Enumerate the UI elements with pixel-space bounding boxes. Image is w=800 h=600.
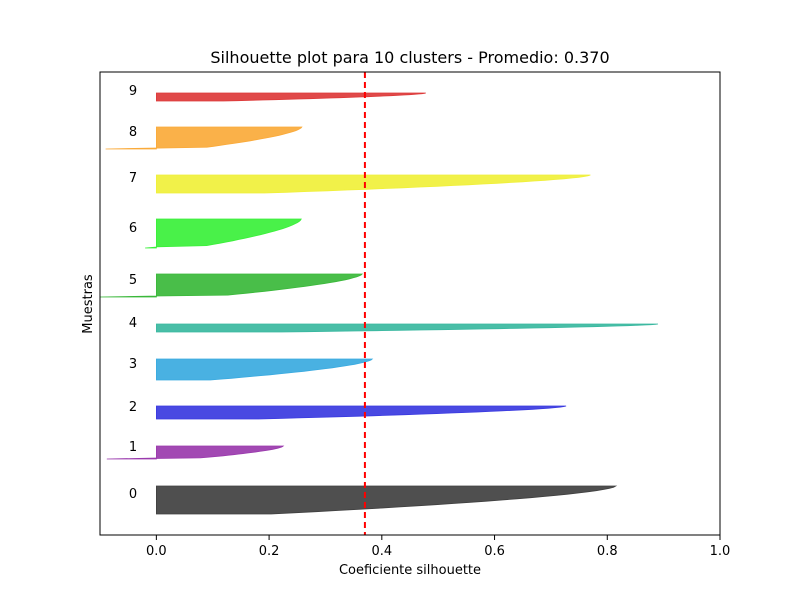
x-tick-label: 0.4 [371,544,392,559]
cluster-9-label: 9 [129,84,137,99]
x-axis-ticks: 0.0 0.2 0.4 0.6 0.8 1.0 [146,535,730,559]
cluster-9-shape [155,92,426,102]
cluster-4-label: 4 [129,316,137,331]
cluster-2-shape [155,405,567,420]
x-tick-label: 0.2 [259,544,280,559]
x-axis-label: Coeficiente silhouette [339,563,481,578]
cluster-8-shape [105,126,303,150]
cluster-1-shape [106,445,285,460]
cluster-2-label: 2 [129,400,137,415]
cluster-5-shape [99,273,364,298]
x-tick-label: 0.0 [146,544,167,559]
y-axis-label: Muestras [81,274,96,334]
plot-frame [99,71,721,536]
cluster-labels: 0 1 2 3 4 5 6 7 8 9 [129,84,137,502]
cluster-0-label: 0 [129,487,137,502]
cluster-6-label: 6 [129,221,137,236]
cluster-7-label: 7 [129,171,137,186]
cluster-0-shape [155,485,618,515]
cluster-8-label: 8 [129,125,137,140]
cluster-3-label: 3 [129,357,137,372]
cluster-5-label: 5 [129,273,137,288]
chart-title: Silhouette plot para 10 clusters - Prome… [210,48,609,67]
x-tick-label: 0.8 [597,544,618,559]
cluster-4-shape [155,323,659,333]
x-tick-label: 1.0 [710,544,731,559]
cluster-6-shape [145,218,302,249]
cluster-1-label: 1 [129,440,137,455]
x-tick-label: 0.6 [484,544,505,559]
cluster-7-shape [155,174,591,194]
cluster-shapes [99,92,659,515]
